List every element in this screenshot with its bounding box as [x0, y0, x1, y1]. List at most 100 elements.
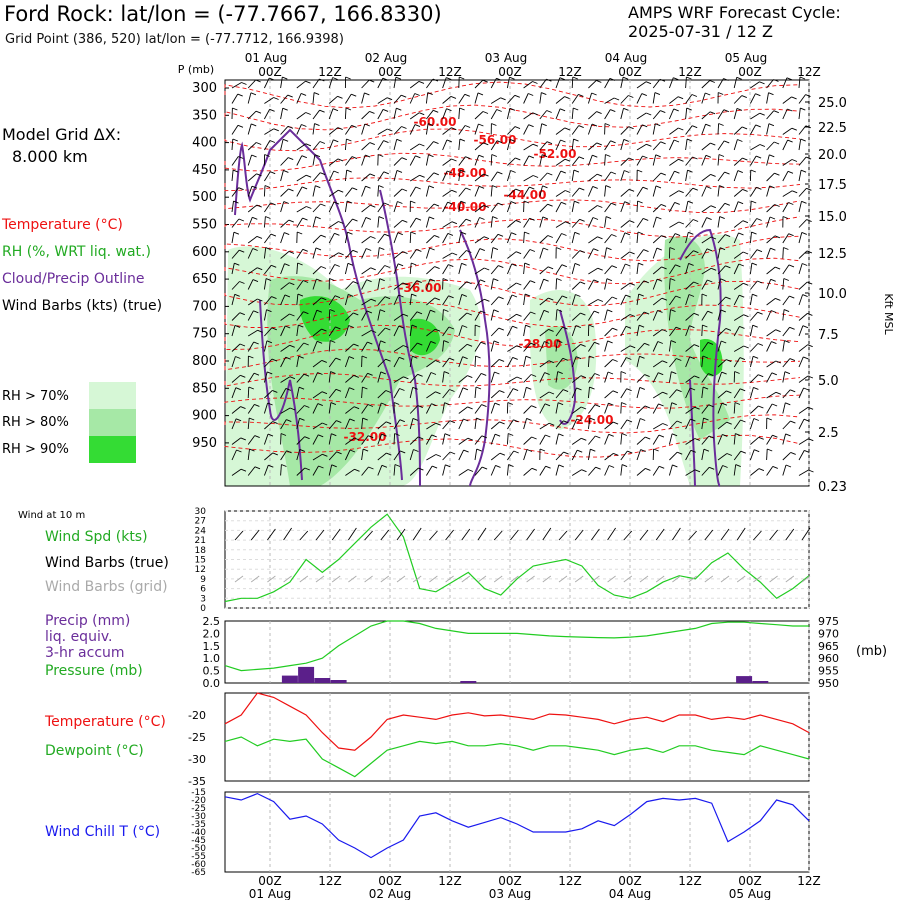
wind-barb [701, 236, 712, 244]
wind-barb [539, 391, 550, 399]
wind-barb-flag [743, 345, 749, 349]
surface-wind-barb [331, 528, 341, 541]
wind-barb [604, 390, 614, 399]
wind-chill-tick-label: -40 [191, 828, 206, 838]
wind-barb-flag [338, 189, 344, 193]
wind-barb-flag [411, 293, 417, 297]
wind-barb [442, 357, 450, 368]
wind-barb [685, 108, 688, 120]
wind-barb [409, 467, 419, 476]
pressure-tick-label: 800 [192, 354, 217, 369]
wind-barb-flag [611, 296, 618, 300]
wind-barb-flag [740, 450, 746, 454]
wind-barb [426, 266, 435, 275]
wind-barb [458, 156, 466, 166]
wind-barb [328, 357, 337, 368]
wind-barb [507, 94, 516, 104]
wind-barb [587, 355, 590, 368]
wind-barb [507, 282, 517, 290]
wind-barb [620, 77, 624, 89]
wind-barb [523, 81, 533, 89]
wind-barb-flag [546, 141, 553, 145]
wind-barb [296, 155, 303, 166]
wind-barb-flag [494, 371, 500, 375]
wind-barb [782, 171, 789, 182]
wind-barb [231, 232, 235, 244]
grid-wind-barb [785, 575, 795, 583]
wind-barb [571, 281, 581, 290]
wind-barb [296, 342, 305, 352]
wind-barb-flag [548, 360, 554, 364]
wind-barb [344, 201, 348, 213]
wind-barb [782, 340, 785, 352]
wind-barb [620, 263, 626, 275]
wind-barb-flag [591, 123, 598, 127]
isotherm-label: -24.00 [571, 413, 614, 427]
wind-barb [345, 156, 353, 166]
wind-barb [361, 204, 371, 213]
wind-barb-flag [621, 464, 628, 468]
wind-barb-flag [703, 417, 709, 421]
wind-barb [685, 375, 695, 383]
wind-barb [344, 356, 350, 368]
wind-barb [344, 294, 349, 306]
wind-barb [247, 310, 254, 321]
wind-barb-flag [256, 173, 262, 177]
grid-wind-barb [542, 575, 552, 583]
wind-barb-flag [807, 281, 813, 285]
wind-chill-tick-label: -60 [191, 860, 206, 870]
wind-barb [604, 140, 611, 151]
wind-barb-flag [450, 95, 457, 99]
grid-wind-barb [574, 575, 584, 583]
wind-barb [733, 232, 739, 244]
wind-barb-flag [718, 123, 724, 126]
isotherm-label: -36.00 [399, 281, 442, 295]
wind-barb-flag [686, 107, 692, 111]
wind-barb [604, 154, 606, 166]
wind-barb [782, 371, 786, 383]
wind-barb-flag [257, 298, 263, 302]
wind-barb [231, 468, 242, 476]
wind-barb [377, 402, 382, 414]
wind-barb [555, 127, 566, 135]
wind-barb [393, 357, 400, 368]
wind-barb [426, 422, 436, 430]
wind-barb-flag [411, 324, 418, 328]
wind-barb-flag [459, 138, 466, 142]
wind-barb [377, 97, 388, 104]
wind-barb [717, 434, 723, 445]
wind-barb-flag [561, 201, 567, 205]
wind-barb [361, 123, 366, 135]
isotherm-label: -32.00 [344, 430, 387, 444]
wind-barb-flag [289, 376, 296, 380]
wind-barb [442, 170, 448, 182]
wind-barb-flag [790, 451, 796, 455]
wind-barb-flag [466, 312, 472, 316]
wind-barb-flag [403, 345, 409, 348]
wind-barb [247, 92, 252, 104]
wind-barb [604, 340, 609, 352]
wind-barb [733, 139, 738, 151]
wind-barb-flag [496, 140, 503, 144]
wind-barb [231, 93, 239, 104]
wind-barb-flag [676, 358, 682, 361]
wind-barb [588, 267, 598, 275]
wind-barb-flag [378, 216, 385, 220]
wind-barb-flag [475, 355, 481, 359]
wind-barb-flag [724, 202, 730, 206]
wind-barb [685, 418, 691, 430]
wind-barb [458, 387, 464, 399]
wind-barb-flag [576, 387, 582, 391]
wind-barb [636, 342, 645, 352]
wind-barb-flag [808, 438, 814, 442]
wind-barb [604, 78, 611, 89]
wind-barb-flag [548, 391, 555, 395]
wind-barb [539, 185, 543, 197]
wind-barb [393, 325, 400, 337]
grid-wind-barb [623, 575, 633, 583]
wind-barb [328, 189, 339, 197]
wind-barb [782, 358, 791, 368]
wind-barb-flag [565, 190, 571, 193]
wind-barb-flag [787, 170, 794, 174]
wind-barb [588, 205, 598, 213]
